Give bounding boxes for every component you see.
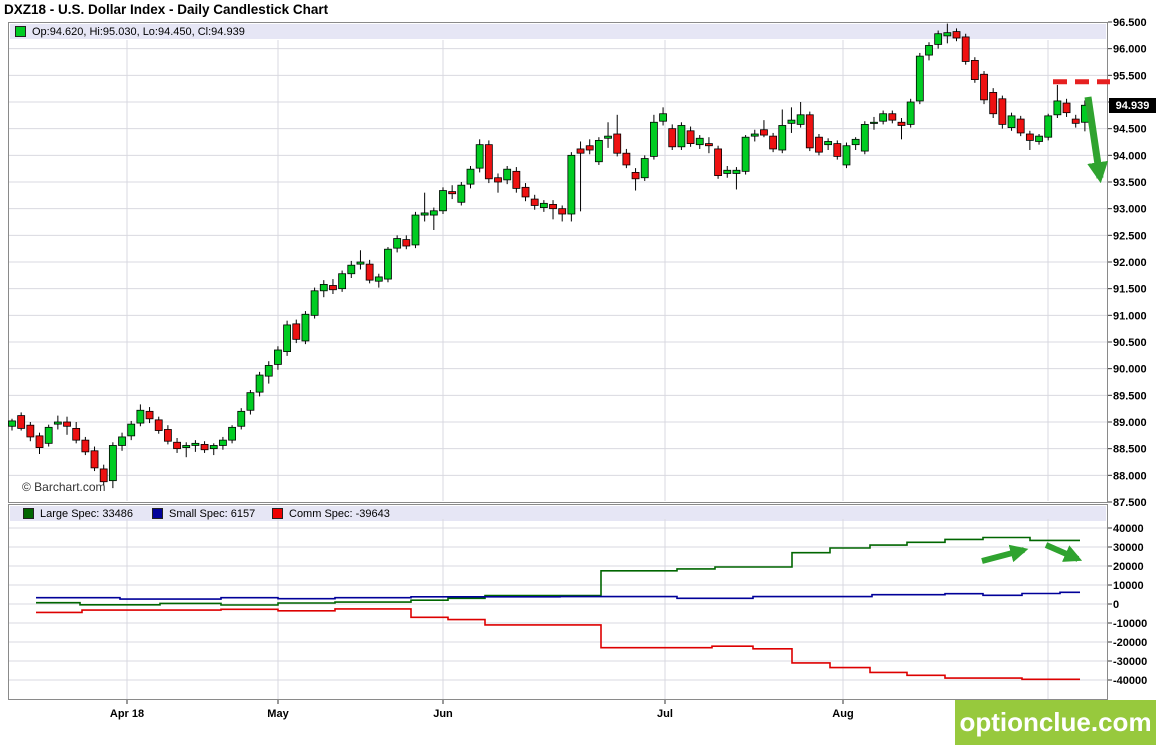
price-axis-label: 95.500 [1113, 70, 1147, 82]
ohlc-readout: Op:94.620, Hi:95.030, Lo:94.450, Cl:94.9… [32, 25, 245, 38]
barchart-credit: © Barchart.com [22, 480, 106, 494]
price-axis-label: 88.500 [1113, 444, 1147, 456]
cot-legend-item-small: Small Spec: 6157 [152, 506, 255, 521]
cot-axis-label: -40000 [1113, 675, 1147, 687]
x-axis-label: May [267, 708, 289, 720]
comm-spec-label: Comm Spec: -39643 [289, 507, 390, 520]
small-spec-label: Small Spec: 6157 [169, 507, 256, 520]
price-axis-label: 92.000 [1113, 257, 1147, 269]
price-axis-label: 93.500 [1113, 177, 1147, 189]
price-axis-label: 94.000 [1113, 150, 1147, 162]
cot-axis-label: 20000 [1113, 561, 1144, 573]
last-price-tag: 94.939 [1109, 98, 1156, 113]
cot-axis-label: 40000 [1113, 523, 1144, 535]
large-spec-marker-icon [23, 508, 34, 519]
small-spec-marker-icon [152, 508, 163, 519]
optionclue-watermark: optionclue.com [955, 700, 1156, 745]
comm-spec-marker-icon [272, 508, 283, 519]
cot-axis-label: 30000 [1113, 542, 1144, 554]
price-axis-label: 89.500 [1113, 390, 1147, 402]
x-axis-label: Jun [433, 708, 453, 720]
candle-series-marker-icon [15, 26, 26, 37]
cot-axis-label: -30000 [1113, 656, 1147, 668]
price-axis-label: 96.000 [1113, 44, 1147, 56]
cot-legend-item-large: Large Spec: 33486 [23, 506, 133, 521]
cot-axis-label: -20000 [1113, 637, 1147, 649]
x-axis-label: Aug [832, 708, 853, 720]
cot-legend-item-comm: Comm Spec: -39643 [272, 506, 390, 521]
price-axis-label: 90.000 [1113, 364, 1147, 376]
price-axis-label: 92.500 [1113, 230, 1147, 242]
x-axis-label: Apr 18 [110, 708, 144, 720]
x-axis-labels: Apr 18 May Jun Jul Aug [110, 708, 854, 720]
price-axis-label: 88.000 [1113, 470, 1147, 482]
price-axis-label: 87.500 [1113, 497, 1147, 509]
price-axis-label: 94.500 [1113, 124, 1147, 136]
price-axis-label: 91.500 [1113, 284, 1147, 296]
price-axis-label: 90.500 [1113, 337, 1147, 349]
price-axis-label: 93.000 [1113, 204, 1147, 216]
main-legend: Op:94.620, Hi:95.030, Lo:94.450, Cl:94.9… [10, 24, 1106, 39]
cot-axis-label: -10000 [1113, 618, 1147, 630]
y-axis-labels: 96.50096.00095.50095.00094.50094.00093.5… [1108, 17, 1147, 687]
x-axis-label: Jul [657, 708, 673, 720]
cot-legend: Large Spec: 33486 Small Spec: 6157 Comm … [10, 506, 1106, 521]
price-axis-label: 89.000 [1113, 417, 1147, 429]
large-spec-label: Large Spec: 33486 [40, 507, 133, 520]
cot-axis-label: 10000 [1113, 580, 1144, 592]
cot-pane: Large Spec: 33486 Small Spec: 6157 Comm … [8, 504, 1108, 700]
cot-axis-label: 0 [1113, 599, 1119, 611]
chart-title: DXZ18 - U.S. Dollar Index - Daily Candle… [4, 2, 329, 17]
price-axis-label: 91.000 [1113, 310, 1147, 322]
price-axis-label: 96.500 [1113, 17, 1147, 29]
price-pane: Op:94.620, Hi:95.030, Lo:94.450, Cl:94.9… [8, 22, 1108, 503]
